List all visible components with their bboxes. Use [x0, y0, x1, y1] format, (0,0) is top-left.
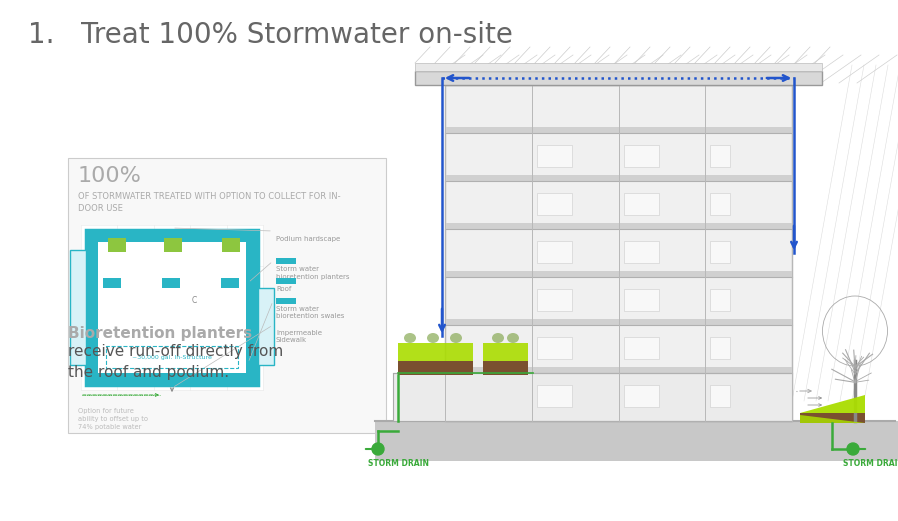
- Text: C: C: [191, 296, 197, 305]
- Text: 1.   Treat 100% Stormwater on-site: 1. Treat 100% Stormwater on-site: [28, 21, 513, 49]
- Bar: [623, 289, 658, 311]
- Bar: [103, 278, 121, 288]
- Bar: [68, 158, 386, 433]
- Bar: [415, 71, 822, 85]
- Bar: [710, 289, 730, 311]
- Bar: [86, 230, 258, 385]
- Text: STORM DRAIN: STORM DRAIN: [368, 459, 429, 468]
- Bar: [246, 230, 258, 385]
- Bar: [445, 223, 792, 229]
- Bar: [398, 343, 473, 361]
- Bar: [710, 193, 730, 215]
- Text: ~30,000 gal. In-Structure: ~30,000 gal. In-Structure: [132, 354, 212, 359]
- Bar: [445, 175, 792, 181]
- Bar: [86, 230, 98, 385]
- Bar: [415, 63, 822, 71]
- Bar: [375, 421, 898, 461]
- Polygon shape: [800, 415, 865, 423]
- Bar: [623, 145, 658, 167]
- Text: STORM DRAIN: STORM DRAIN: [843, 459, 898, 468]
- Text: Podium hardscape: Podium hardscape: [276, 236, 340, 242]
- Text: Bioretention planters: Bioretention planters: [68, 326, 252, 341]
- Bar: [445, 367, 792, 373]
- Text: OF STORMWATER TREATED WITH OPTION TO COLLECT FOR IN-
DOOR USE: OF STORMWATER TREATED WITH OPTION TO COL…: [78, 192, 340, 213]
- Bar: [276, 278, 296, 284]
- Bar: [81, 225, 263, 390]
- Bar: [98, 242, 246, 373]
- Text: Roof: Roof: [276, 286, 291, 292]
- Bar: [276, 298, 296, 304]
- Bar: [537, 241, 572, 263]
- Circle shape: [372, 443, 384, 455]
- Text: Option for future
ability to offset up to
74% potable water: Option for future ability to offset up t…: [78, 408, 148, 430]
- Text: receive run-off directly from
the roof and podium.: receive run-off directly from the roof a…: [68, 344, 283, 380]
- Ellipse shape: [492, 333, 504, 343]
- Bar: [445, 415, 792, 421]
- Text: Impermeable
Sidewalk: Impermeable Sidewalk: [276, 330, 322, 343]
- Ellipse shape: [450, 333, 462, 343]
- Bar: [710, 145, 730, 167]
- Text: 100%: 100%: [78, 166, 142, 186]
- Bar: [623, 385, 658, 407]
- Text: Storm water
bioretention planters: Storm water bioretention planters: [276, 266, 349, 279]
- Bar: [70, 250, 86, 365]
- Bar: [537, 385, 572, 407]
- Bar: [86, 373, 258, 385]
- Bar: [445, 127, 792, 133]
- Bar: [445, 271, 792, 277]
- Bar: [222, 238, 240, 252]
- Bar: [445, 319, 792, 325]
- Bar: [800, 413, 865, 423]
- Bar: [445, 85, 792, 421]
- Bar: [537, 289, 572, 311]
- Bar: [164, 238, 182, 252]
- Bar: [258, 288, 274, 365]
- Bar: [86, 230, 258, 254]
- Bar: [483, 361, 528, 375]
- Bar: [106, 346, 238, 368]
- Bar: [623, 193, 658, 215]
- Bar: [623, 337, 658, 359]
- Bar: [710, 337, 730, 359]
- Bar: [276, 258, 296, 264]
- Polygon shape: [800, 395, 865, 413]
- Bar: [537, 145, 572, 167]
- Ellipse shape: [427, 333, 439, 343]
- Bar: [483, 343, 528, 361]
- Bar: [537, 193, 572, 215]
- Bar: [108, 238, 126, 252]
- Bar: [393, 373, 792, 421]
- Bar: [537, 337, 572, 359]
- Ellipse shape: [404, 333, 416, 343]
- Bar: [710, 385, 730, 407]
- Bar: [221, 278, 239, 288]
- Bar: [623, 241, 658, 263]
- Circle shape: [847, 443, 859, 455]
- Ellipse shape: [507, 333, 519, 343]
- Bar: [398, 361, 473, 375]
- Bar: [710, 241, 730, 263]
- Text: Storm water
bioretention swales: Storm water bioretention swales: [276, 306, 344, 319]
- Bar: [162, 278, 180, 288]
